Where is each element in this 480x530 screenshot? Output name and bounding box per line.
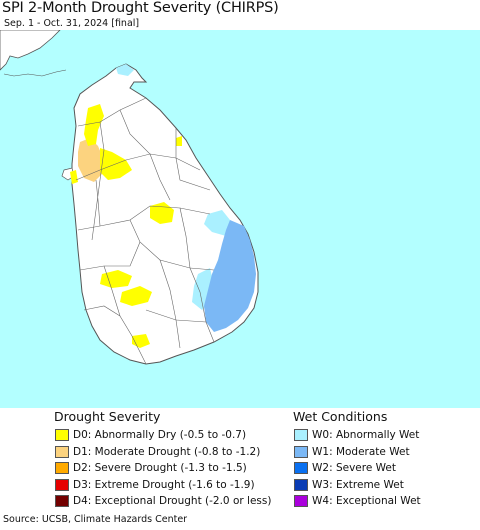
wet-swatch: [294, 445, 308, 458]
drought-swatch: [55, 478, 69, 491]
wet-legend-title: Wet Conditions: [293, 409, 388, 424]
wet-swatch: [294, 429, 308, 441]
drought-swatch: [55, 445, 69, 458]
drought-legend-item: D3: Extreme Drought (-1.6 to -1.9): [55, 478, 255, 492]
wet-legend-label: W4: Exceptional Wet: [312, 495, 421, 507]
adams-bridge: [3, 69, 67, 77]
drought-legend-item: D4: Exceptional Drought (-2.0 or less): [55, 494, 271, 508]
map-subtitle: Sep. 1 - Oct. 31, 2024 [final]: [4, 18, 140, 29]
drought-swatch: [55, 429, 69, 441]
drought-map: [0, 30, 480, 408]
wet-legend-item: W4: Exceptional Wet: [294, 494, 421, 508]
wet-legend-item: W0: Abnormally Wet: [294, 428, 419, 442]
wet-legend-label: W2: Severe Wet: [312, 462, 396, 474]
drought-d0-east-dot: [176, 136, 182, 146]
drought-legend-item: D1: Moderate Drought (-0.8 to -1.2): [55, 445, 260, 459]
drought-d0-coast: [70, 170, 78, 184]
drought-swatch: [55, 495, 69, 507]
drought-legend-label: D2: Severe Drought (-1.3 to -1.5): [73, 462, 247, 474]
wet-legend-label: W3: Extreme Wet: [312, 478, 404, 491]
drought-swatch: [55, 462, 69, 474]
ocean: [0, 30, 480, 408]
wet-swatch: [294, 495, 308, 507]
drought-legend-item: D0: Abnormally Dry (-0.5 to -0.7): [55, 428, 246, 442]
wet-legend-item: W1: Moderate Wet: [294, 445, 410, 459]
drought-legend-label: D0: Abnormally Dry (-0.5 to -0.7): [73, 429, 247, 441]
wet-w1-area: [204, 220, 256, 332]
drought-legend-item: D2: Severe Drought (-1.3 to -1.5): [55, 461, 247, 475]
drought-legend-label: D4: Exceptional Drought (-2.0 or less): [73, 495, 272, 507]
wet-swatch: [294, 462, 308, 474]
district-boundaries: [75, 97, 215, 365]
wet-legend-item: W3: Extreme Wet: [294, 478, 404, 492]
wet-w0-north: [116, 64, 134, 76]
wet-legend-label: W0: Abnormally Wet: [312, 429, 420, 441]
wet-swatch: [294, 478, 308, 491]
drought-legend-label: D1: Moderate Drought (-0.8 to -1.2): [73, 445, 261, 458]
drought-d0-southwest-a: [100, 270, 132, 288]
drought-d0-southwest-b: [120, 286, 152, 306]
drought-legend-title: Drought Severity: [54, 409, 161, 424]
source-credit: Source: UCSB, Climate Hazards Center: [3, 514, 188, 525]
drought-d0-northwest: [84, 104, 104, 146]
map-title: SPI 2-Month Drought Severity (CHIRPS): [2, 0, 279, 16]
wet-legend-label: W1: Moderate Wet: [312, 445, 410, 458]
drought-legend-label: D3: Extreme Drought (-1.6 to -1.9): [73, 478, 255, 491]
wet-legend-item: W2: Severe Wet: [294, 461, 396, 475]
india-coast: [0, 30, 61, 71]
